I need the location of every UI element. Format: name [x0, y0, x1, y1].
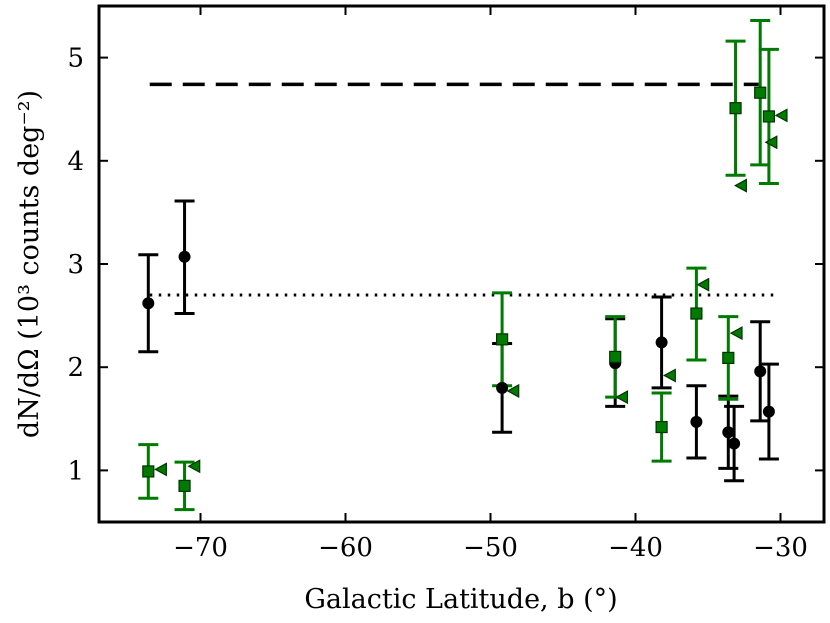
data-point-squares-0 — [142, 465, 155, 478]
data-point-triangles-4 — [663, 368, 676, 383]
data-point-circles-5 — [690, 415, 703, 428]
data-point-squares-2 — [496, 333, 509, 346]
x-tick-label: −50 — [463, 533, 518, 563]
data-point-triangles-5 — [696, 277, 710, 292]
y-tick-label: 3 — [67, 250, 84, 280]
data-point-triangles-2 — [506, 383, 520, 398]
data-point-triangles-8 — [764, 135, 778, 150]
data-point-circles-8 — [754, 365, 767, 378]
data-point-squares-5 — [690, 307, 703, 320]
y-tick-label: 5 — [67, 44, 84, 74]
data-point-squares-3 — [609, 350, 622, 363]
x-axis-label: Galactic Latitude, b (°) — [304, 584, 617, 615]
y-tick-label: 4 — [67, 147, 84, 177]
data-point-squares-9 — [762, 110, 776, 123]
data-point-triangles-9 — [774, 108, 788, 123]
data-point-circles-2 — [496, 381, 509, 394]
data-point-circles-4 — [655, 336, 668, 349]
data-point-squares-8 — [754, 86, 767, 99]
data-point-circles-0 — [142, 297, 155, 310]
data-point-circles-6 — [722, 426, 735, 439]
data-point-triangles-6 — [729, 326, 743, 341]
data-point-circles-7 — [728, 437, 741, 450]
y-tick-label: 2 — [67, 353, 84, 383]
data-point-triangles-0 — [154, 462, 167, 477]
x-tick-label: −30 — [753, 533, 808, 563]
y-axis-label: dN/dΩ (10³ counts deg⁻²) — [14, 90, 45, 438]
x-tick-label: −60 — [318, 533, 373, 563]
data-point-triangles-1 — [187, 459, 201, 474]
y-tick-label: 1 — [67, 456, 84, 486]
data-point-circles-1 — [178, 250, 191, 263]
x-tick-label: −70 — [173, 533, 228, 563]
data-point-triangles-3 — [615, 390, 629, 405]
data-point-squares-4 — [655, 420, 668, 434]
data-point-triangles-7 — [734, 178, 747, 193]
x-tick-label: −40 — [608, 533, 663, 563]
data-point-squares-6 — [722, 351, 735, 365]
data-point-circles-9 — [762, 405, 775, 418]
data-point-squares-7 — [729, 102, 742, 115]
data-point-squares-1 — [178, 479, 191, 492]
